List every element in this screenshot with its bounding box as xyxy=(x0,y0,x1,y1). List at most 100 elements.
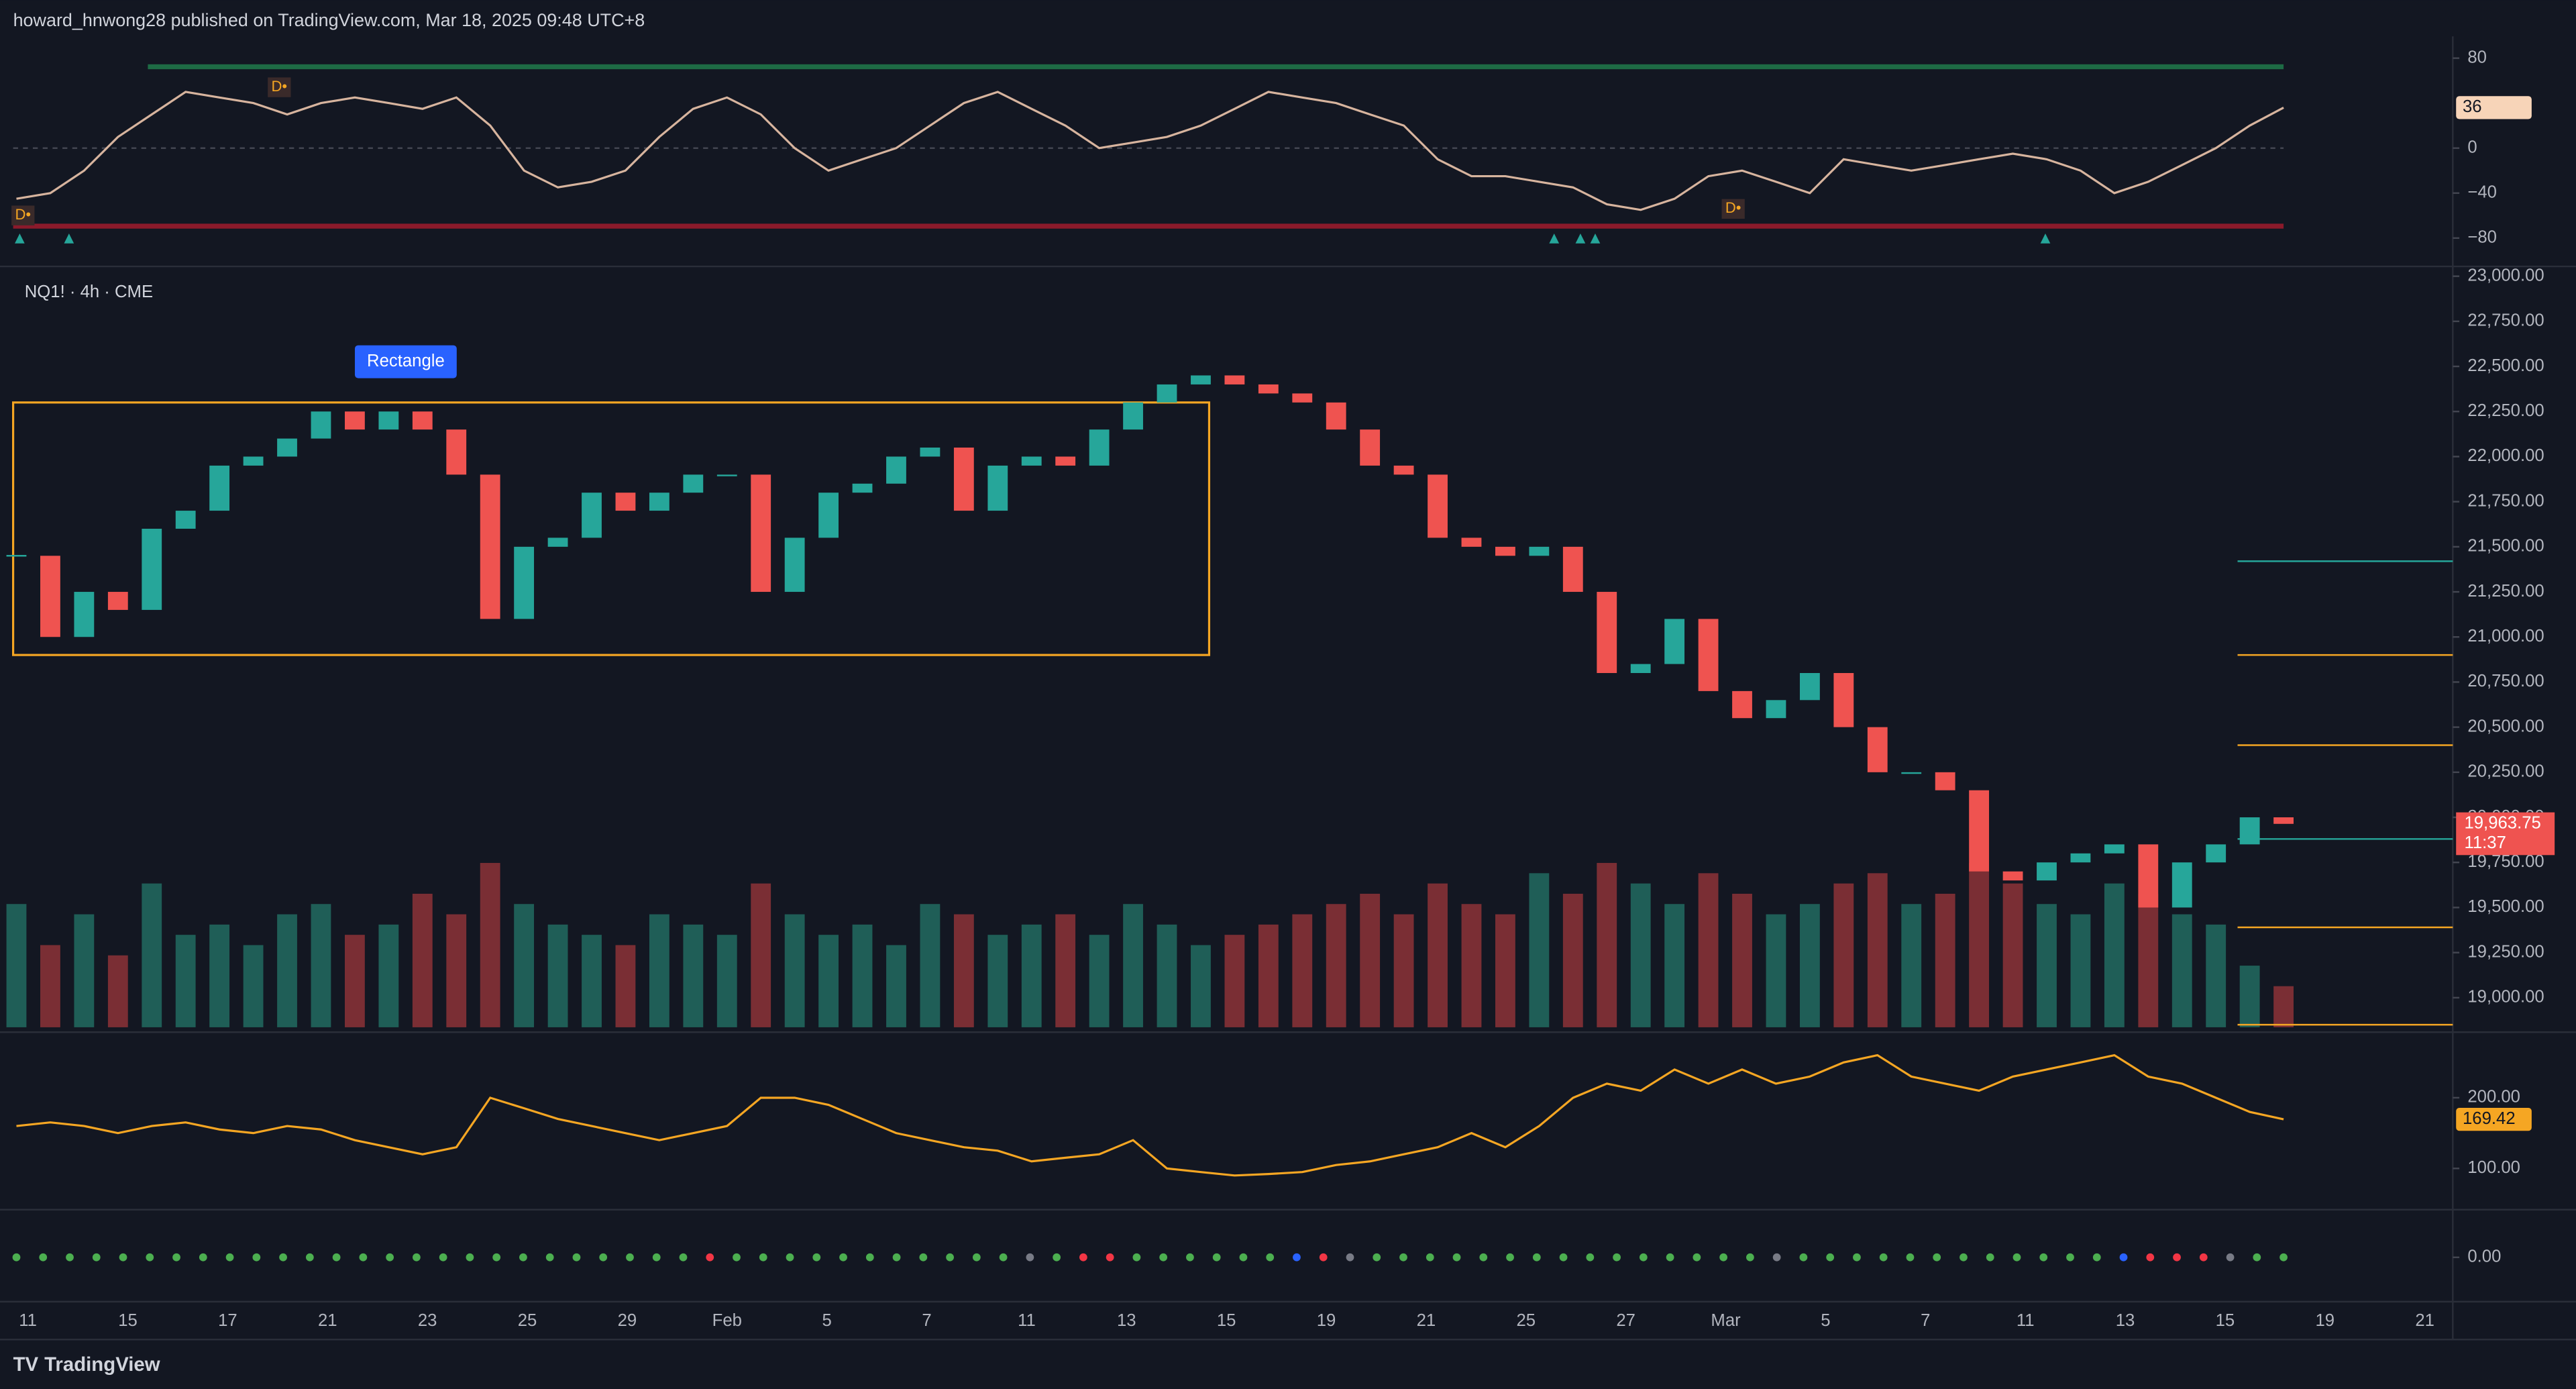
status-dot xyxy=(1212,1253,1221,1262)
button[interactable]: Rectangle xyxy=(367,352,445,370)
volume-bar xyxy=(74,914,95,1027)
volume-bar xyxy=(1935,893,1955,1027)
signal-arrow xyxy=(1590,234,1601,244)
volume-bar xyxy=(1326,904,1346,1027)
annotation: D• xyxy=(1725,199,1741,216)
brand-logo: TV xyxy=(13,1353,39,1376)
candle xyxy=(1732,690,1752,719)
status-dot xyxy=(1426,1253,1434,1262)
status-dot xyxy=(1532,1253,1541,1262)
candle xyxy=(74,592,95,637)
y-tick-label: −80 xyxy=(2467,228,2497,247)
candle xyxy=(987,465,1008,511)
volume-bar xyxy=(277,914,297,1027)
status-dot xyxy=(466,1253,474,1262)
value-label: 36 xyxy=(2463,97,2482,116)
status-dot xyxy=(1479,1253,1488,1262)
annotation: D• xyxy=(15,206,31,223)
status-dot xyxy=(572,1253,581,1262)
y-tick-label: 80 xyxy=(2467,48,2487,66)
volume-bar xyxy=(1123,904,1143,1027)
line-series xyxy=(16,91,2284,211)
y-tick-label: 21,000.00 xyxy=(2467,627,2544,646)
volume-bar xyxy=(547,924,568,1027)
volume-bar xyxy=(953,914,974,1027)
candle xyxy=(1292,393,1313,403)
status-dot xyxy=(1239,1253,1248,1262)
candle xyxy=(311,411,331,439)
candle xyxy=(514,546,535,619)
status-dot xyxy=(305,1253,314,1262)
button-bg[interactable] xyxy=(354,345,457,378)
candle xyxy=(1123,402,1143,430)
status-dot xyxy=(413,1253,421,1262)
status-dot xyxy=(92,1253,101,1262)
candle xyxy=(683,474,704,493)
status-dot xyxy=(1933,1253,1941,1262)
y-tick-label: 19,750.00 xyxy=(2467,852,2544,871)
status-dot xyxy=(652,1253,661,1262)
status-dot xyxy=(359,1253,368,1262)
y-tick-label: 200.00 xyxy=(2467,1088,2520,1107)
status-dot xyxy=(519,1253,527,1262)
y-tick-label: 20,500.00 xyxy=(2467,717,2544,735)
y-tick-label: 23,000.00 xyxy=(2467,266,2544,285)
publisher: howard_hnwong28 published on TradingView… xyxy=(13,10,645,30)
volume-bar xyxy=(6,904,27,1027)
volume-bar xyxy=(1698,873,1719,1027)
volume-bar xyxy=(1157,924,1177,1027)
x-tick-label: 7 xyxy=(922,1311,931,1330)
candle xyxy=(344,411,365,430)
status-dot xyxy=(1799,1253,1808,1262)
volume-bar xyxy=(1089,935,1110,1027)
candle xyxy=(2138,844,2159,908)
status-dot xyxy=(626,1253,634,1262)
x-tick-label: 7 xyxy=(1921,1311,1930,1330)
candle xyxy=(1529,546,1550,556)
status-dot xyxy=(733,1253,741,1262)
status-dot xyxy=(2279,1253,2288,1262)
x-tick-label: Feb xyxy=(712,1311,742,1330)
volume-bar xyxy=(1428,883,1448,1027)
volume-bar xyxy=(209,924,230,1027)
status-dot xyxy=(1826,1253,1835,1262)
status-dot xyxy=(1879,1253,1888,1262)
volume-bar xyxy=(1292,914,1313,1027)
status-dot xyxy=(386,1253,394,1262)
status-dot xyxy=(1053,1253,1061,1262)
candle xyxy=(1833,672,1854,727)
volume-bar xyxy=(2070,914,2091,1027)
volume-bar xyxy=(175,935,196,1027)
volume-bar xyxy=(378,924,399,1027)
y-tick-label: 22,750.00 xyxy=(2467,311,2544,330)
status-dot xyxy=(439,1253,447,1262)
volume-bar xyxy=(1393,914,1414,1027)
volume-bar xyxy=(683,924,704,1027)
volume-bar xyxy=(40,945,60,1027)
status-dot xyxy=(2199,1253,2208,1262)
x-tick-label: 23 xyxy=(418,1311,437,1330)
candle xyxy=(2171,862,2192,908)
value-label: 169.42 xyxy=(2463,1109,2516,1128)
volume-bar xyxy=(784,914,805,1027)
status-dot xyxy=(999,1253,1008,1262)
candle xyxy=(1021,456,1042,466)
y-tick-label: 22,000.00 xyxy=(2467,446,2544,465)
volume-bar xyxy=(142,883,162,1027)
volume-bar xyxy=(2273,986,2294,1027)
volume-bar xyxy=(1630,883,1651,1027)
x-tick-label: 25 xyxy=(518,1311,537,1330)
volume-bar xyxy=(886,945,906,1027)
candle xyxy=(2104,844,2125,854)
x-tick-label: 11 xyxy=(2017,1311,2035,1330)
y-tick-label: 0.00 xyxy=(2467,1247,2501,1266)
x-tick-label: 15 xyxy=(118,1311,138,1330)
volume-bar xyxy=(1833,883,1854,1027)
candle xyxy=(852,483,873,493)
status-dot xyxy=(1132,1253,1141,1262)
volume-bar xyxy=(1597,863,1617,1027)
candle xyxy=(1191,375,1211,384)
x-tick-label: 21 xyxy=(318,1311,337,1330)
candle xyxy=(1495,546,1515,556)
volume-bar xyxy=(446,914,467,1027)
